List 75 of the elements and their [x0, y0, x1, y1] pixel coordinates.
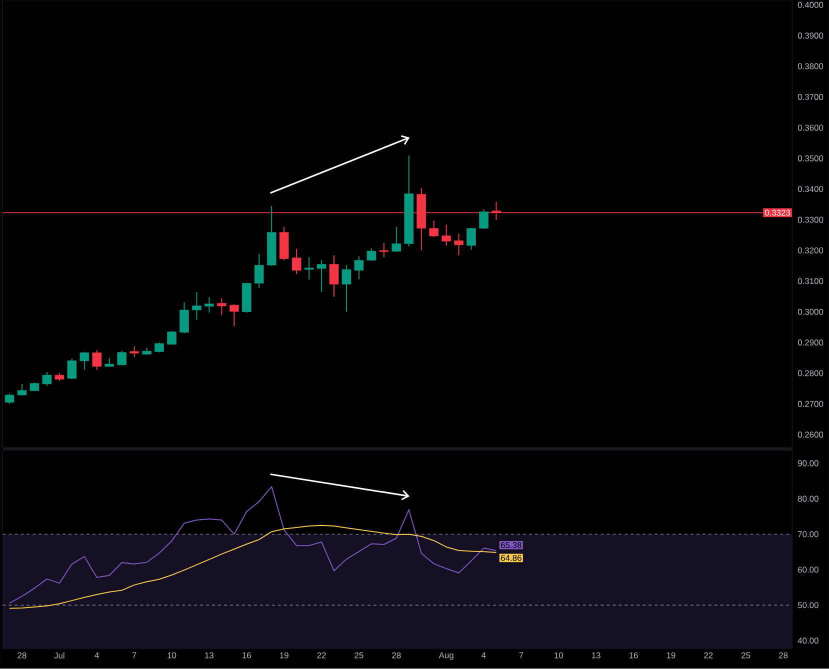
candlestick [342, 264, 352, 312]
y-tick-label: 90.00 [798, 460, 818, 466]
candlestick [154, 342, 164, 353]
candlestick [379, 242, 389, 258]
candlestick [4, 393, 14, 405]
candlestick [292, 248, 302, 275]
x-tick-label: 28 [779, 652, 788, 658]
y-tick-label: 40.00 [798, 638, 818, 644]
data-label: 65.38 [501, 542, 522, 548]
candlestick [429, 220, 438, 238]
x-tick-label: 22 [317, 652, 326, 658]
data-label: 64.86 [501, 555, 522, 562]
x-tick-label: 28 [392, 652, 401, 658]
x-tick-label: 7 [132, 652, 136, 658]
y-tick-label: 0.3100 [798, 278, 824, 284]
x-tick-label: 16 [629, 652, 638, 658]
candlestick [442, 224, 451, 246]
candlestick [354, 256, 364, 280]
y-tick-label: 60.00 [798, 566, 818, 573]
y-tick-label: 0.2800 [798, 370, 824, 376]
candlestick [392, 226, 402, 253]
y-tick-label: 50.00 [798, 602, 818, 608]
x-tick-label: 25 [354, 652, 364, 658]
x-tick-label: 13 [592, 652, 600, 658]
x-tick-label: 28 [18, 652, 26, 658]
x-tick-label: 16 [242, 652, 251, 658]
candlestick [316, 260, 326, 293]
y-tick-label: 70.00 [798, 531, 818, 538]
y-tick-label: 0.4000 [798, 2, 824, 8]
x-tick-label: 7 [519, 652, 524, 658]
x-tick-label: Jul [54, 652, 64, 659]
y-tick-label: 0.3800 [798, 63, 824, 70]
candlestick [454, 233, 464, 256]
candlestick [192, 292, 202, 320]
candlestick [479, 208, 488, 230]
y-tick-label: 0.2700 [798, 401, 824, 408]
y-tick-label: 0.3900 [798, 32, 824, 39]
x-tick-label: 13 [205, 652, 214, 658]
line-series [9, 486, 497, 604]
candlestick [117, 350, 126, 366]
candlestick [230, 304, 239, 327]
candlestick [366, 248, 376, 262]
x-tick-label: 10 [168, 652, 176, 658]
ref-line-label: 0.3323 [764, 210, 790, 216]
x-tick-label: 4 [482, 652, 486, 658]
candlestick [304, 256, 314, 280]
candlestick [180, 302, 189, 334]
candlestick [92, 350, 102, 370]
y-tick-label: 0.3500 [798, 156, 824, 162]
candlestick [204, 297, 214, 314]
x-tick-label: 19 [666, 652, 676, 658]
y-tick-label: 0.3700 [798, 94, 824, 100]
x-tick-label: 4 [94, 652, 99, 658]
x-tick-label: 19 [280, 652, 288, 658]
candlestick [466, 227, 476, 250]
candlestick [217, 298, 226, 316]
y-tick-label: 0.3600 [798, 124, 824, 131]
candlestick [167, 330, 176, 346]
y-tick-label: 0.3300 [798, 216, 824, 223]
candlestick [67, 358, 77, 380]
y-tick-label: 0.2900 [798, 340, 824, 346]
x-tick-label: Aug [438, 652, 454, 660]
y-tick-label: 0.3400 [798, 186, 824, 192]
x-tick-label: 10 [554, 652, 563, 658]
candlestick [254, 253, 264, 289]
x-tick-label: 22 [704, 652, 713, 658]
x-tick-label: 25 [742, 652, 750, 658]
y-tick-label: 0.2600 [798, 432, 824, 438]
y-tick-label: 0.3200 [798, 248, 824, 254]
candlestick [130, 346, 139, 358]
candlestick [80, 351, 90, 370]
y-tick-label: 0.3000 [798, 308, 824, 315]
candlestick [42, 372, 52, 386]
candlestick [329, 254, 339, 298]
y-tick-label: 80.00 [798, 496, 818, 502]
